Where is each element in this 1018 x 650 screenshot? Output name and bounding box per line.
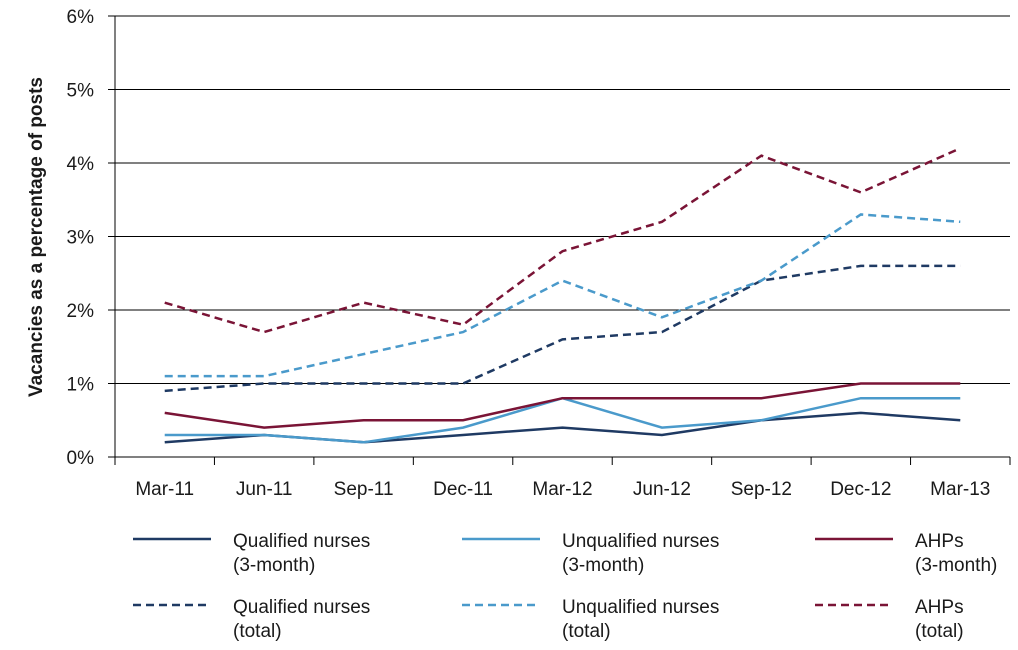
y-tick-label: 1% (67, 375, 95, 396)
series-line (164, 264, 961, 393)
legend-label: AHPs (3-month) (915, 531, 998, 576)
legend-swatch (133, 537, 211, 541)
series-line (164, 396, 961, 444)
y-tick-label: 6% (67, 7, 95, 28)
legend-label: Qualified nurses (3-month) (233, 531, 371, 576)
legend-item: AHPs (3-month) (815, 530, 997, 578)
x-tick-label: Sep-12 (731, 479, 792, 500)
legend-label: Unqualified nurses (3-month) (562, 531, 720, 576)
series-line (164, 382, 961, 429)
x-tick-label: Mar-11 (135, 479, 194, 500)
legend-item: Qualified nurses (total) (133, 596, 370, 644)
y-tick-label: 2% (67, 301, 95, 322)
x-tick-label: Jun-12 (633, 479, 691, 500)
y-tick-label: 4% (67, 154, 95, 175)
chart: Vacancies as a percentage of posts 0% 1% 2… (26, 7, 1011, 500)
legend-label: Unqualified nurses (total) (562, 597, 720, 642)
legend-swatch (462, 603, 540, 607)
x-tick-label: Jun-11 (236, 479, 293, 500)
y-tick-label: 3% (67, 228, 95, 249)
legend-item: Qualified nurses (3-month) (133, 530, 370, 578)
y-tick-label: 5% (67, 81, 95, 102)
series-line (164, 213, 961, 378)
series-line (164, 411, 961, 444)
x-tick-label: Dec-12 (830, 479, 891, 500)
series-line (164, 147, 961, 334)
legend-label: Qualified nurses (total) (233, 597, 371, 642)
legend-swatch (815, 537, 893, 541)
legend-swatch (815, 603, 893, 607)
legend-item: AHPs (total) (815, 596, 964, 644)
legend-item: Unqualified nurses (3-month) (462, 530, 719, 578)
x-tick-label: Mar-12 (532, 479, 592, 500)
legend-swatch (133, 603, 211, 607)
y-tick-label: 0% (67, 448, 95, 469)
x-tick-label: Mar-13 (930, 479, 990, 500)
legend-swatch (462, 537, 540, 541)
legend-label: AHPs (total) (915, 597, 964, 642)
y-axis-label: Vacancies as a percentage of posts (26, 77, 47, 397)
legend-item: Unqualified nurses (total) (462, 596, 719, 644)
x-tick-label: Dec-11 (433, 479, 493, 500)
x-tick-label: Sep-11 (334, 479, 394, 500)
